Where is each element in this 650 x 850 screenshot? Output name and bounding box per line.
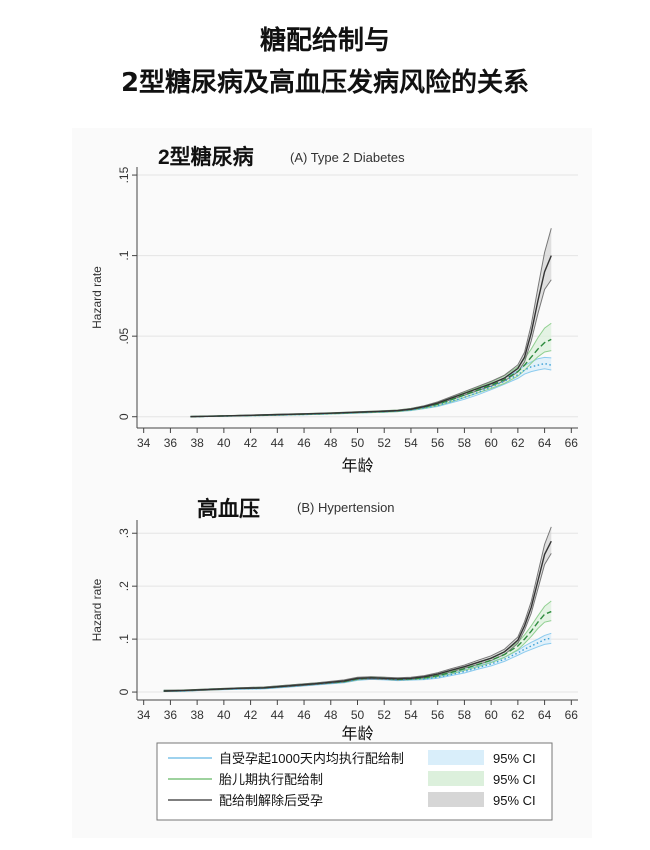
y-axis-title: Hazard rate xyxy=(90,266,104,329)
legend-box xyxy=(156,742,553,821)
x-tick-label: 46 xyxy=(297,436,311,450)
legend: 自受孕起1000天内均执行配给制 95% CI 胎儿期执行配给制 95% CI … xyxy=(156,742,553,821)
x-tick-label: 52 xyxy=(378,436,392,450)
x-tick-label: 34 xyxy=(137,436,151,450)
legend-label-fetal-rationing: 胎儿期执行配给制 xyxy=(219,772,323,787)
x-axis-title: 年龄 xyxy=(341,725,373,743)
y-tick-label: 0 xyxy=(117,413,131,420)
legend-ci-label-fetal-rationing: 95% CI xyxy=(493,772,536,787)
legend-label-post-rationing: 配给制解除后受孕 xyxy=(219,793,323,808)
legend-ci-label-post-rationing: 95% CI xyxy=(493,793,536,808)
legend-ci-swatch-fetal-rationing xyxy=(428,771,484,786)
main-title-line-2: 2型糖尿病及高血压发病风险的关系 xyxy=(120,68,530,98)
x-tick-label: 50 xyxy=(351,436,365,450)
series-line-post-rationing xyxy=(163,540,552,692)
x-tick-label: 66 xyxy=(565,436,579,450)
legend-ci-swatch-rationed-1000-days xyxy=(428,750,484,765)
x-axis-title: 年龄 xyxy=(341,457,373,475)
y-tick-label: .2 xyxy=(117,581,131,591)
ci-band-fetal-rationing xyxy=(190,323,552,417)
ci-edge-fetal-rationing xyxy=(190,322,552,417)
x-tick-label: 56 xyxy=(431,708,445,722)
x-tick-label: 52 xyxy=(378,708,392,722)
x-tick-label: 58 xyxy=(458,436,472,450)
chart-hypertension: 0 .1 .2 .3 34 36 38 40 42 44 46 48 50 52 54 56 58 60 62 64 6… xyxy=(90,497,578,743)
x-tick-label: 36 xyxy=(164,436,178,450)
x-tick-label: 44 xyxy=(271,436,285,450)
ci-edge-rationed-1000-days xyxy=(190,368,552,418)
x-tick-label: 34 xyxy=(137,708,151,722)
main-title-line-1: 糖配给制与 xyxy=(259,26,390,56)
x-tick-label: 54 xyxy=(404,708,418,722)
legend-ci-label-rationed-1000-days: 95% CI xyxy=(493,751,536,766)
legend-ci-swatch-post-rationing xyxy=(428,792,484,807)
x-tick-label: 38 xyxy=(190,436,204,450)
x-tick-label: 54 xyxy=(404,436,418,450)
figure-panel xyxy=(72,128,592,838)
x-tick-label: 56 xyxy=(431,436,445,450)
panel-title: (A) Type 2 Diabetes xyxy=(290,150,405,165)
y-tick-label: .1 xyxy=(117,634,131,644)
y-tick-label: .1 xyxy=(117,250,131,260)
ci-edge-post-rationing xyxy=(190,228,552,417)
y-tick-label: .3 xyxy=(117,528,131,538)
x-tick-label: 42 xyxy=(244,708,258,722)
x-tick-label: 64 xyxy=(538,708,552,722)
y-tick-label: .15 xyxy=(117,166,131,183)
x-tick-label: 42 xyxy=(244,436,258,450)
x-tick-label: 46 xyxy=(297,708,311,722)
ci-band-post-rationing xyxy=(163,526,552,692)
y-tick-label: 0 xyxy=(117,688,131,695)
y-tick-label: .05 xyxy=(117,328,131,345)
x-tick-label: 60 xyxy=(484,708,498,722)
x-tick-label: 38 xyxy=(190,708,204,722)
x-tick-label: 40 xyxy=(217,708,231,722)
ci-edge-post-rationing xyxy=(163,553,552,693)
x-tick-label: 62 xyxy=(511,436,525,450)
x-tick-label: 40 xyxy=(217,436,231,450)
x-tick-label: 44 xyxy=(271,708,285,722)
x-tick-label: 62 xyxy=(511,708,525,722)
ci-edge-rationed-1000-days xyxy=(163,642,552,693)
x-tick-label: 36 xyxy=(164,708,178,722)
x-tick-label: 66 xyxy=(565,708,579,722)
x-tick-label: 50 xyxy=(351,708,365,722)
series-line-post-rationing xyxy=(190,255,552,418)
series-line-fetal-rationing xyxy=(163,610,552,692)
chart-type2-diabetes: 0 .05 .1 .15 34 36 38 40 42 44 46 48 50 52 54 56 58 60 62 6… xyxy=(90,145,578,475)
ci-band-post-rationing xyxy=(190,228,552,417)
x-tick-label: 58 xyxy=(458,708,472,722)
x-tick-label: 60 xyxy=(484,436,498,450)
series-line-rationed-1000-days xyxy=(190,362,552,418)
panel-chinese-title: 2型糖尿病 xyxy=(158,145,254,169)
legend-label-rationed-1000-days: 自受孕起1000天内均执行配给制 xyxy=(219,751,404,766)
ci-edge-post-rationing xyxy=(163,526,552,691)
ci-edge-post-rationing xyxy=(190,279,552,418)
x-tick-label: 48 xyxy=(324,436,338,450)
panel-title: (B) Hypertension xyxy=(297,500,395,515)
x-tick-label: 48 xyxy=(324,708,338,722)
panel-chinese-title: 高血压 xyxy=(197,497,260,521)
x-tick-label: 64 xyxy=(538,436,552,450)
y-axis-title: Hazard rate xyxy=(90,578,104,641)
